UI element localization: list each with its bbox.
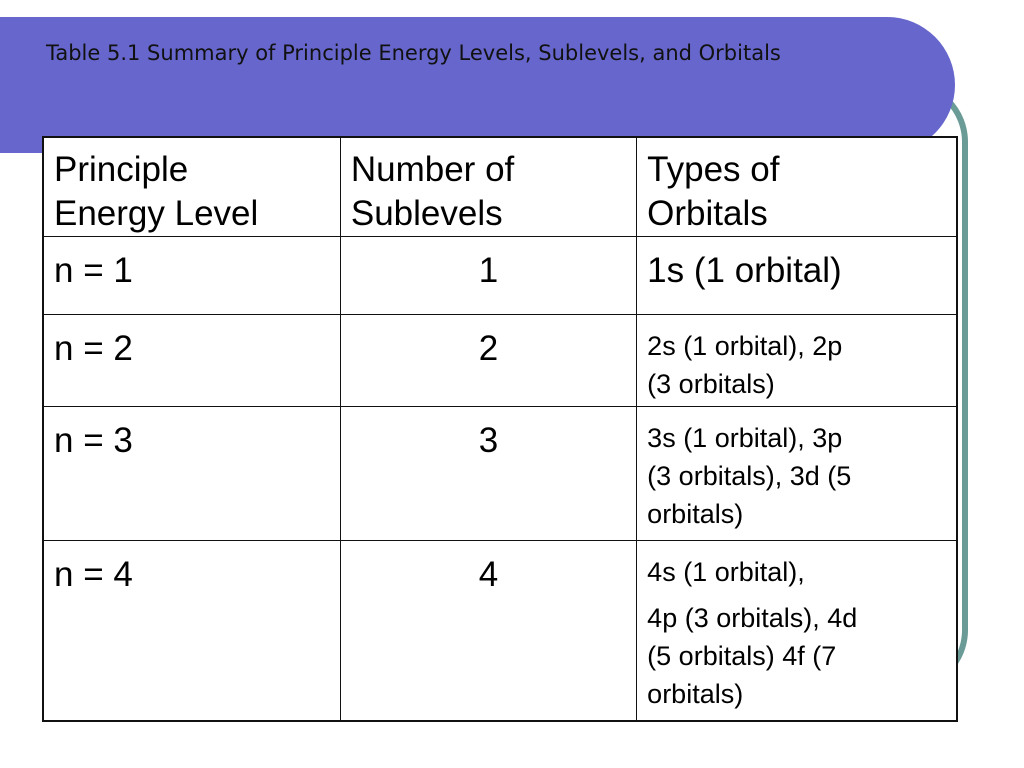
header-number-of-sublevels: Number of Sublevels [339,136,638,237]
sublevels-cell: 1 [339,236,638,315]
level-cell: n = 3 [42,406,341,541]
orbitals-cell: 2s (1 orbital), 2p (3 orbitals) [636,314,958,407]
orbitals-cell: 1s (1 orbital) [636,236,958,315]
orbitals-cell: 3s (1 orbital), 3p (3 orbitals), 3d (5 o… [636,406,958,541]
orbitals-cell: 4s (1 orbital), 4p (3 orbitals), 4d (5 o… [636,540,958,721]
header-principle-energy-level: Principle Energy Level [42,136,341,237]
table-row: n = 2 2 2s (1 orbital), 2p (3 orbitals) [42,314,958,407]
level-cell: n = 1 [42,236,341,315]
title-banner [0,17,955,153]
header-types-of-orbitals: Types of Orbitals [636,136,958,237]
table-row: n = 4 4 4s (1 orbital), 4p (3 orbitals),… [42,540,958,721]
summary-table: Principle Energy Level Number of Subleve… [42,136,958,722]
table-header-row: Principle Energy Level Number of Subleve… [42,136,958,237]
table-row: n = 1 1 1s (1 orbital) [42,236,958,315]
sublevels-cell: 2 [339,314,638,407]
sublevels-cell: 4 [339,540,638,721]
level-cell: n = 4 [42,540,341,721]
sublevels-cell: 3 [339,406,638,541]
level-cell: n = 2 [42,314,341,407]
table-row: n = 3 3 3s (1 orbital), 3p (3 orbitals),… [42,406,958,541]
slide-title: Table 5.1 Summary of Principle Energy Le… [46,41,781,65]
